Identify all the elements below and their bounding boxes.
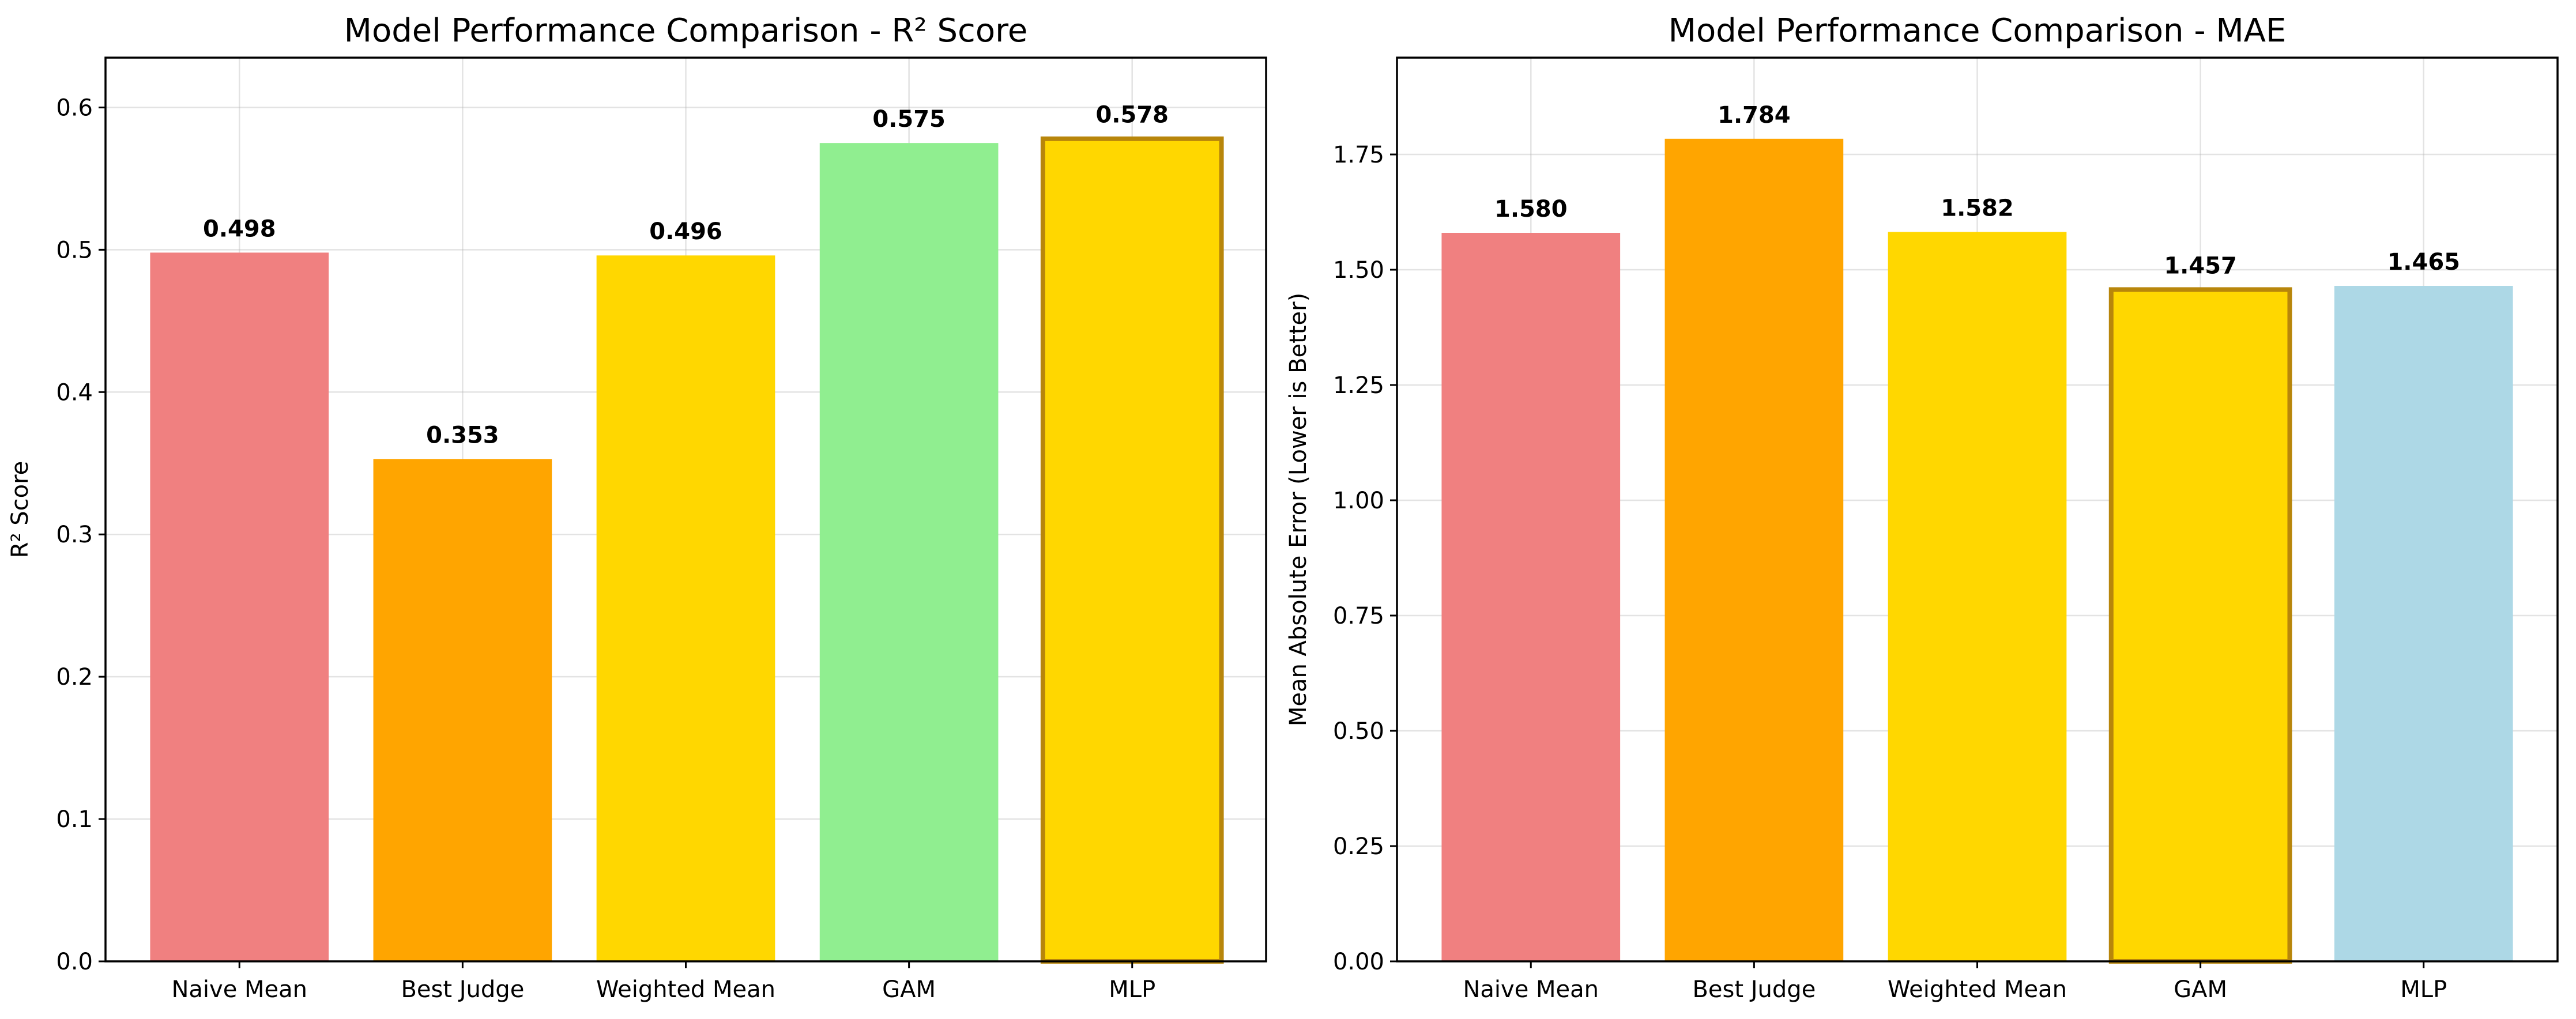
bar-value-label: 1.465 [2387,249,2460,275]
x-tick-label: Naive Mean [172,976,308,1003]
y-tick-label: 0.5 [56,237,93,263]
bar [1888,232,2067,961]
bar-value-label: 1.580 [1494,196,1568,222]
chart-title: Model Performance Comparison - R² Score [344,12,1028,50]
x-tick-label: GAM [882,976,936,1003]
bar-value-label: 0.498 [203,216,276,242]
y-tick-label: 1.75 [1333,142,1384,168]
bar-highlighted [2108,287,2292,964]
x-tick-label: Naive Mean [1463,976,1599,1003]
y-axis-label: Mean Absolute Error (Lower is Better) [1285,293,1312,726]
y-axis-label: R² Score [7,461,33,558]
bar-value-label: 0.353 [426,422,499,448]
bar-value-label: 0.496 [649,218,722,245]
chart-title: Model Performance Comparison - MAE [1669,12,2287,50]
y-tick-label: 0.00 [1333,949,1384,975]
x-tick-label: Best Judge [1692,976,1816,1003]
bar [2334,286,2513,961]
x-tick-label: Best Judge [401,976,524,1003]
y-tick-label: 1.00 [1333,488,1384,514]
bar-highlighted [1040,136,1224,964]
y-tick-label: 1.25 [1333,372,1384,399]
x-tick-label: MLP [1109,976,1155,1003]
axes-frame [1396,56,2559,963]
y-tick-label: 0.75 [1333,603,1384,629]
x-tick-label: MLP [2400,976,2447,1003]
chart-r2-score: 0.0 0.1 0.2 0.3 0.4 0.5 0.6 0.498 Naive Mean 0.35… [7,12,1267,1003]
y-tick-label: 0.50 [1333,718,1384,745]
y-tick-label: 0.6 [56,95,93,121]
y-tick-label: 0.1 [56,806,93,833]
chart-mae: 0.00 0.25 0.50 0.75 1.00 1.25 1.50 1.75 1.580 Nai… [1285,12,2559,1003]
y-tick-label: 0.25 [1333,833,1384,860]
x-tick-label: Weighted Mean [1888,976,2067,1003]
bar [373,459,552,961]
bar-value-label: 1.457 [2164,252,2237,279]
x-tick-label: GAM [2174,976,2227,1003]
y-tick-label: 1.50 [1333,257,1384,284]
y-tick-label: 0.3 [56,522,93,548]
y-tick-label: 0.4 [56,379,93,406]
bar [596,255,775,962]
bar [819,143,999,962]
y-tick-label: 0.2 [56,664,93,690]
bar-value-label: 1.784 [1718,102,1791,129]
bar [1664,138,1844,961]
bar [150,252,329,961]
x-tick-label: Weighted Mean [596,976,775,1003]
y-tick-label: 0.0 [56,949,93,975]
axes-frame [104,56,1267,963]
bar-value-label: 1.582 [1941,195,2014,221]
bar [1441,233,1621,961]
bar-value-label: 0.578 [1095,102,1169,129]
bar-value-label: 0.575 [872,106,946,133]
